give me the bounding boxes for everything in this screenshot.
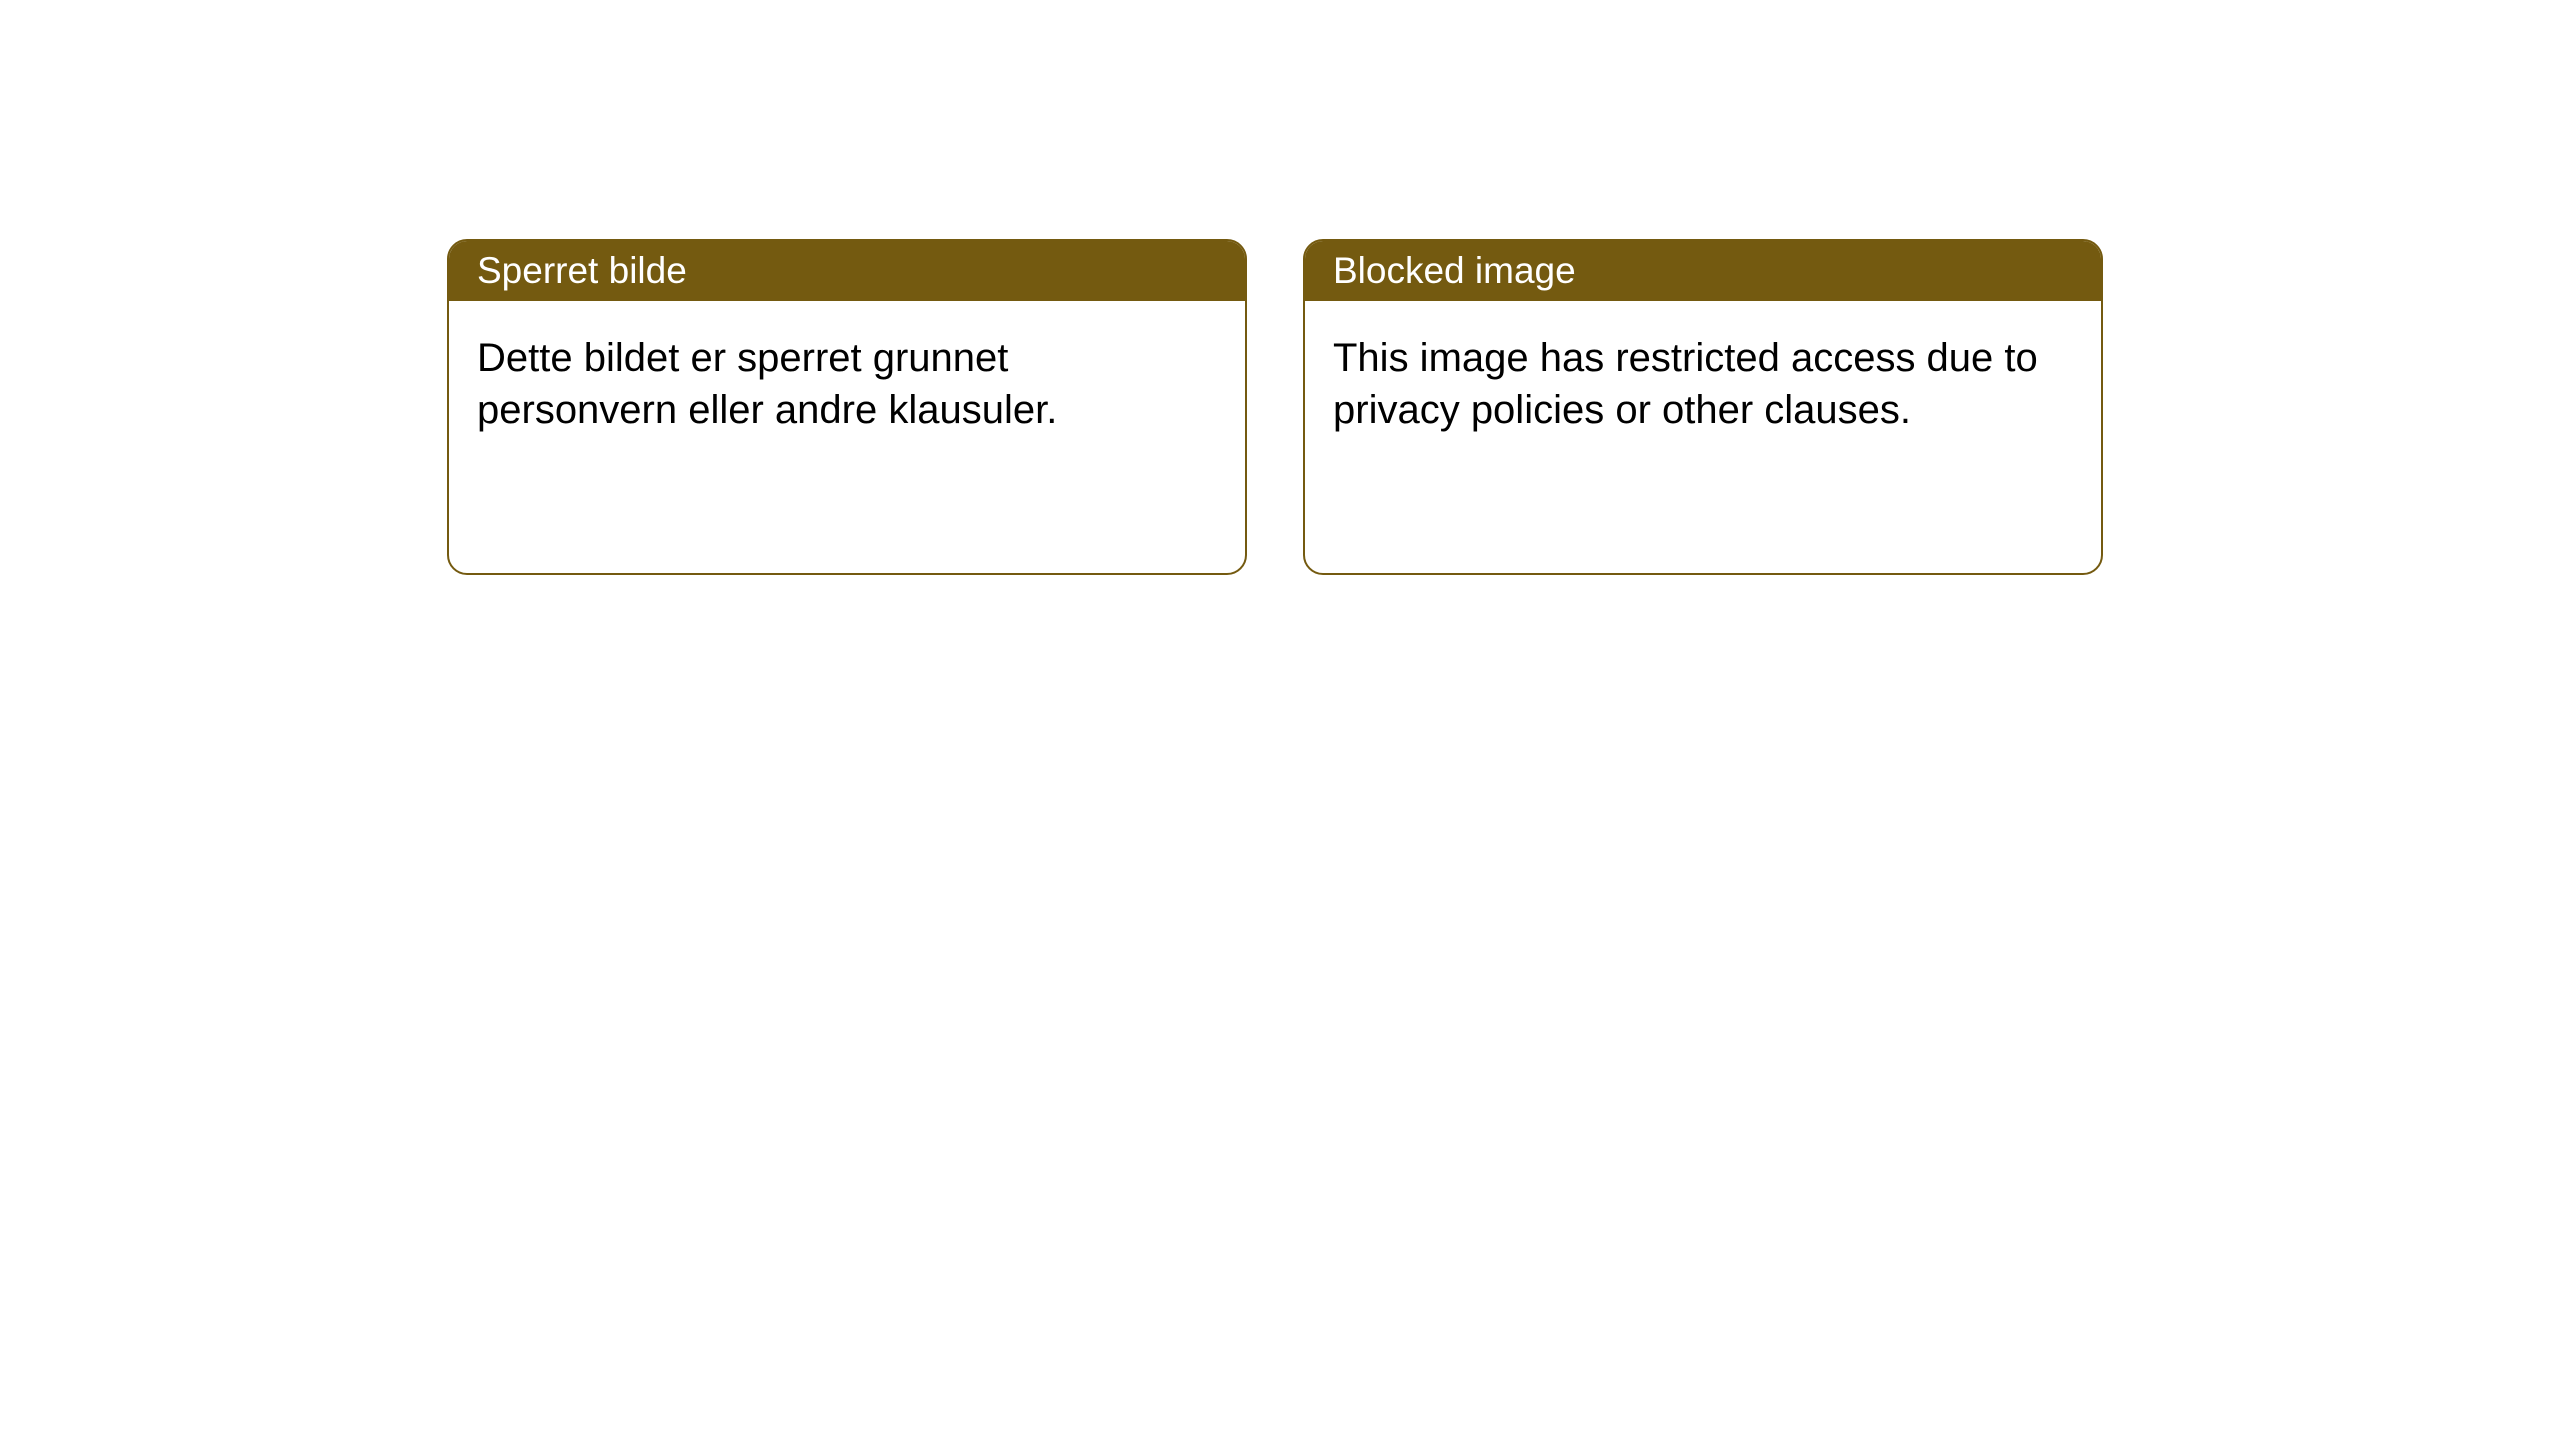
notice-header: Blocked image [1305,241,2101,301]
notice-container: Sperret bilde Dette bildet er sperret gr… [0,0,2560,575]
notice-header: Sperret bilde [449,241,1245,301]
notice-card-english: Blocked image This image has restricted … [1303,239,2103,575]
notice-card-norwegian: Sperret bilde Dette bildet er sperret gr… [447,239,1247,575]
notice-body: This image has restricted access due to … [1305,301,2101,467]
notice-body: Dette bildet er sperret grunnet personve… [449,301,1245,467]
